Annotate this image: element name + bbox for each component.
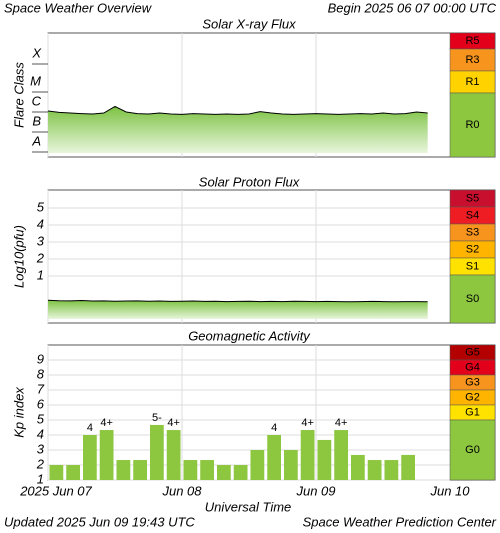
value-label: 5-: [152, 412, 162, 424]
flux-area: [48, 106, 428, 153]
y-tick-label: 1: [37, 471, 44, 486]
y-tick-label: A: [31, 133, 41, 148]
value-label: 4: [271, 422, 277, 434]
kp-bar: [233, 465, 248, 480]
scale-label: R1: [465, 76, 479, 88]
y-tick-label: 4: [37, 216, 44, 231]
x-axis-label: Universal Time: [205, 499, 292, 514]
flux-line: [47, 299, 428, 303]
y-axis-label: Kp index: [11, 387, 26, 438]
y-axis-label: Log10(pfu): [11, 225, 26, 288]
scale-level: [449, 419, 496, 481]
y-tick-label: 2: [36, 250, 45, 265]
scale-label: G5: [465, 346, 480, 358]
kp-bar: [384, 460, 399, 480]
scale-label: R0: [465, 119, 479, 131]
scale-label: S4: [466, 209, 479, 221]
updated: Updated 2025 Jun 09 19:43 UTC: [4, 514, 195, 529]
kp-bar: [284, 450, 298, 480]
flux-line: [47, 105, 428, 115]
y-tick-label: 2: [36, 456, 45, 471]
kp-bar: [317, 439, 332, 480]
scale-level: [449, 274, 496, 324]
kp-bar: [250, 450, 265, 480]
y-tick-label: 9: [37, 351, 44, 366]
x-tick-label: 2025 Jun 07: [19, 483, 92, 498]
title: Space Weather Overview: [4, 0, 153, 15]
kp-bar: [367, 460, 382, 480]
y-tick-label: 3: [37, 233, 45, 248]
kp-bar: [351, 454, 365, 480]
panel-title: Geomagnetic Activity: [188, 328, 311, 343]
scale-label: G0: [465, 444, 480, 456]
y-tick-label: X: [31, 45, 42, 60]
x-tick-label: Jun 10: [429, 483, 470, 498]
value-label: 4+: [100, 417, 113, 429]
y-tick-label: 4: [37, 426, 44, 441]
y-tick-label: M: [30, 73, 41, 88]
kp-bar: [150, 424, 164, 480]
y-tick-label: B: [32, 113, 41, 128]
kp-bar: [99, 430, 114, 480]
scale-label: R3: [465, 54, 479, 66]
scale-label: S5: [466, 192, 479, 204]
source: Space Weather Prediction Center: [303, 514, 497, 529]
scale-label: G1: [465, 406, 480, 418]
x-tick-label: Jun 09: [295, 483, 335, 498]
kp-bar: [334, 430, 348, 480]
x-tick-label: Jun 08: [161, 483, 202, 498]
kp-bar: [300, 430, 315, 480]
flux-area: [48, 300, 428, 319]
value-label: 4: [87, 422, 93, 434]
panel-title: Solar Proton Flux: [199, 174, 300, 189]
y-tick-label: 7: [37, 381, 45, 396]
kp-bar: [116, 460, 131, 480]
kp-bar: [166, 430, 181, 480]
y-tick-label: 1: [37, 267, 44, 282]
y-tick-label: 8: [37, 366, 45, 381]
kp-bar: [83, 435, 97, 480]
panel-title: Solar X-ray Flux: [202, 16, 296, 31]
y-tick-label: 5: [37, 411, 45, 426]
y-tick-label: 6: [37, 396, 45, 411]
scale-label: G4: [465, 361, 480, 373]
kp-bar: [183, 460, 198, 480]
scale-level: [449, 92, 496, 158]
begin: Begin 2025 06 07 00:00 UTC: [328, 0, 497, 15]
kp-bar: [49, 465, 64, 480]
scale-label: G2: [465, 391, 480, 403]
y-axis-label: Flare Class: [11, 62, 26, 128]
scale-label: G3: [465, 376, 480, 388]
y-tick-label: C: [32, 93, 42, 108]
value-label: 4+: [301, 417, 314, 429]
scale-label: S1: [466, 260, 479, 272]
y-tick-label: 5: [37, 199, 45, 214]
kp-bar: [200, 460, 214, 480]
y-tick-label: 3: [37, 441, 45, 456]
scale-label: S0: [466, 293, 479, 305]
kp-bar: [66, 465, 80, 480]
value-label: 4+: [167, 417, 180, 429]
scale-label: R5: [465, 35, 479, 47]
kp-bar: [133, 460, 147, 480]
scale-label: S2: [466, 243, 479, 255]
kp-bar: [267, 435, 281, 480]
scale-label: S3: [466, 226, 479, 238]
value-label: 4+: [335, 417, 348, 429]
kp-bar: [401, 454, 415, 480]
kp-bar: [217, 465, 231, 480]
